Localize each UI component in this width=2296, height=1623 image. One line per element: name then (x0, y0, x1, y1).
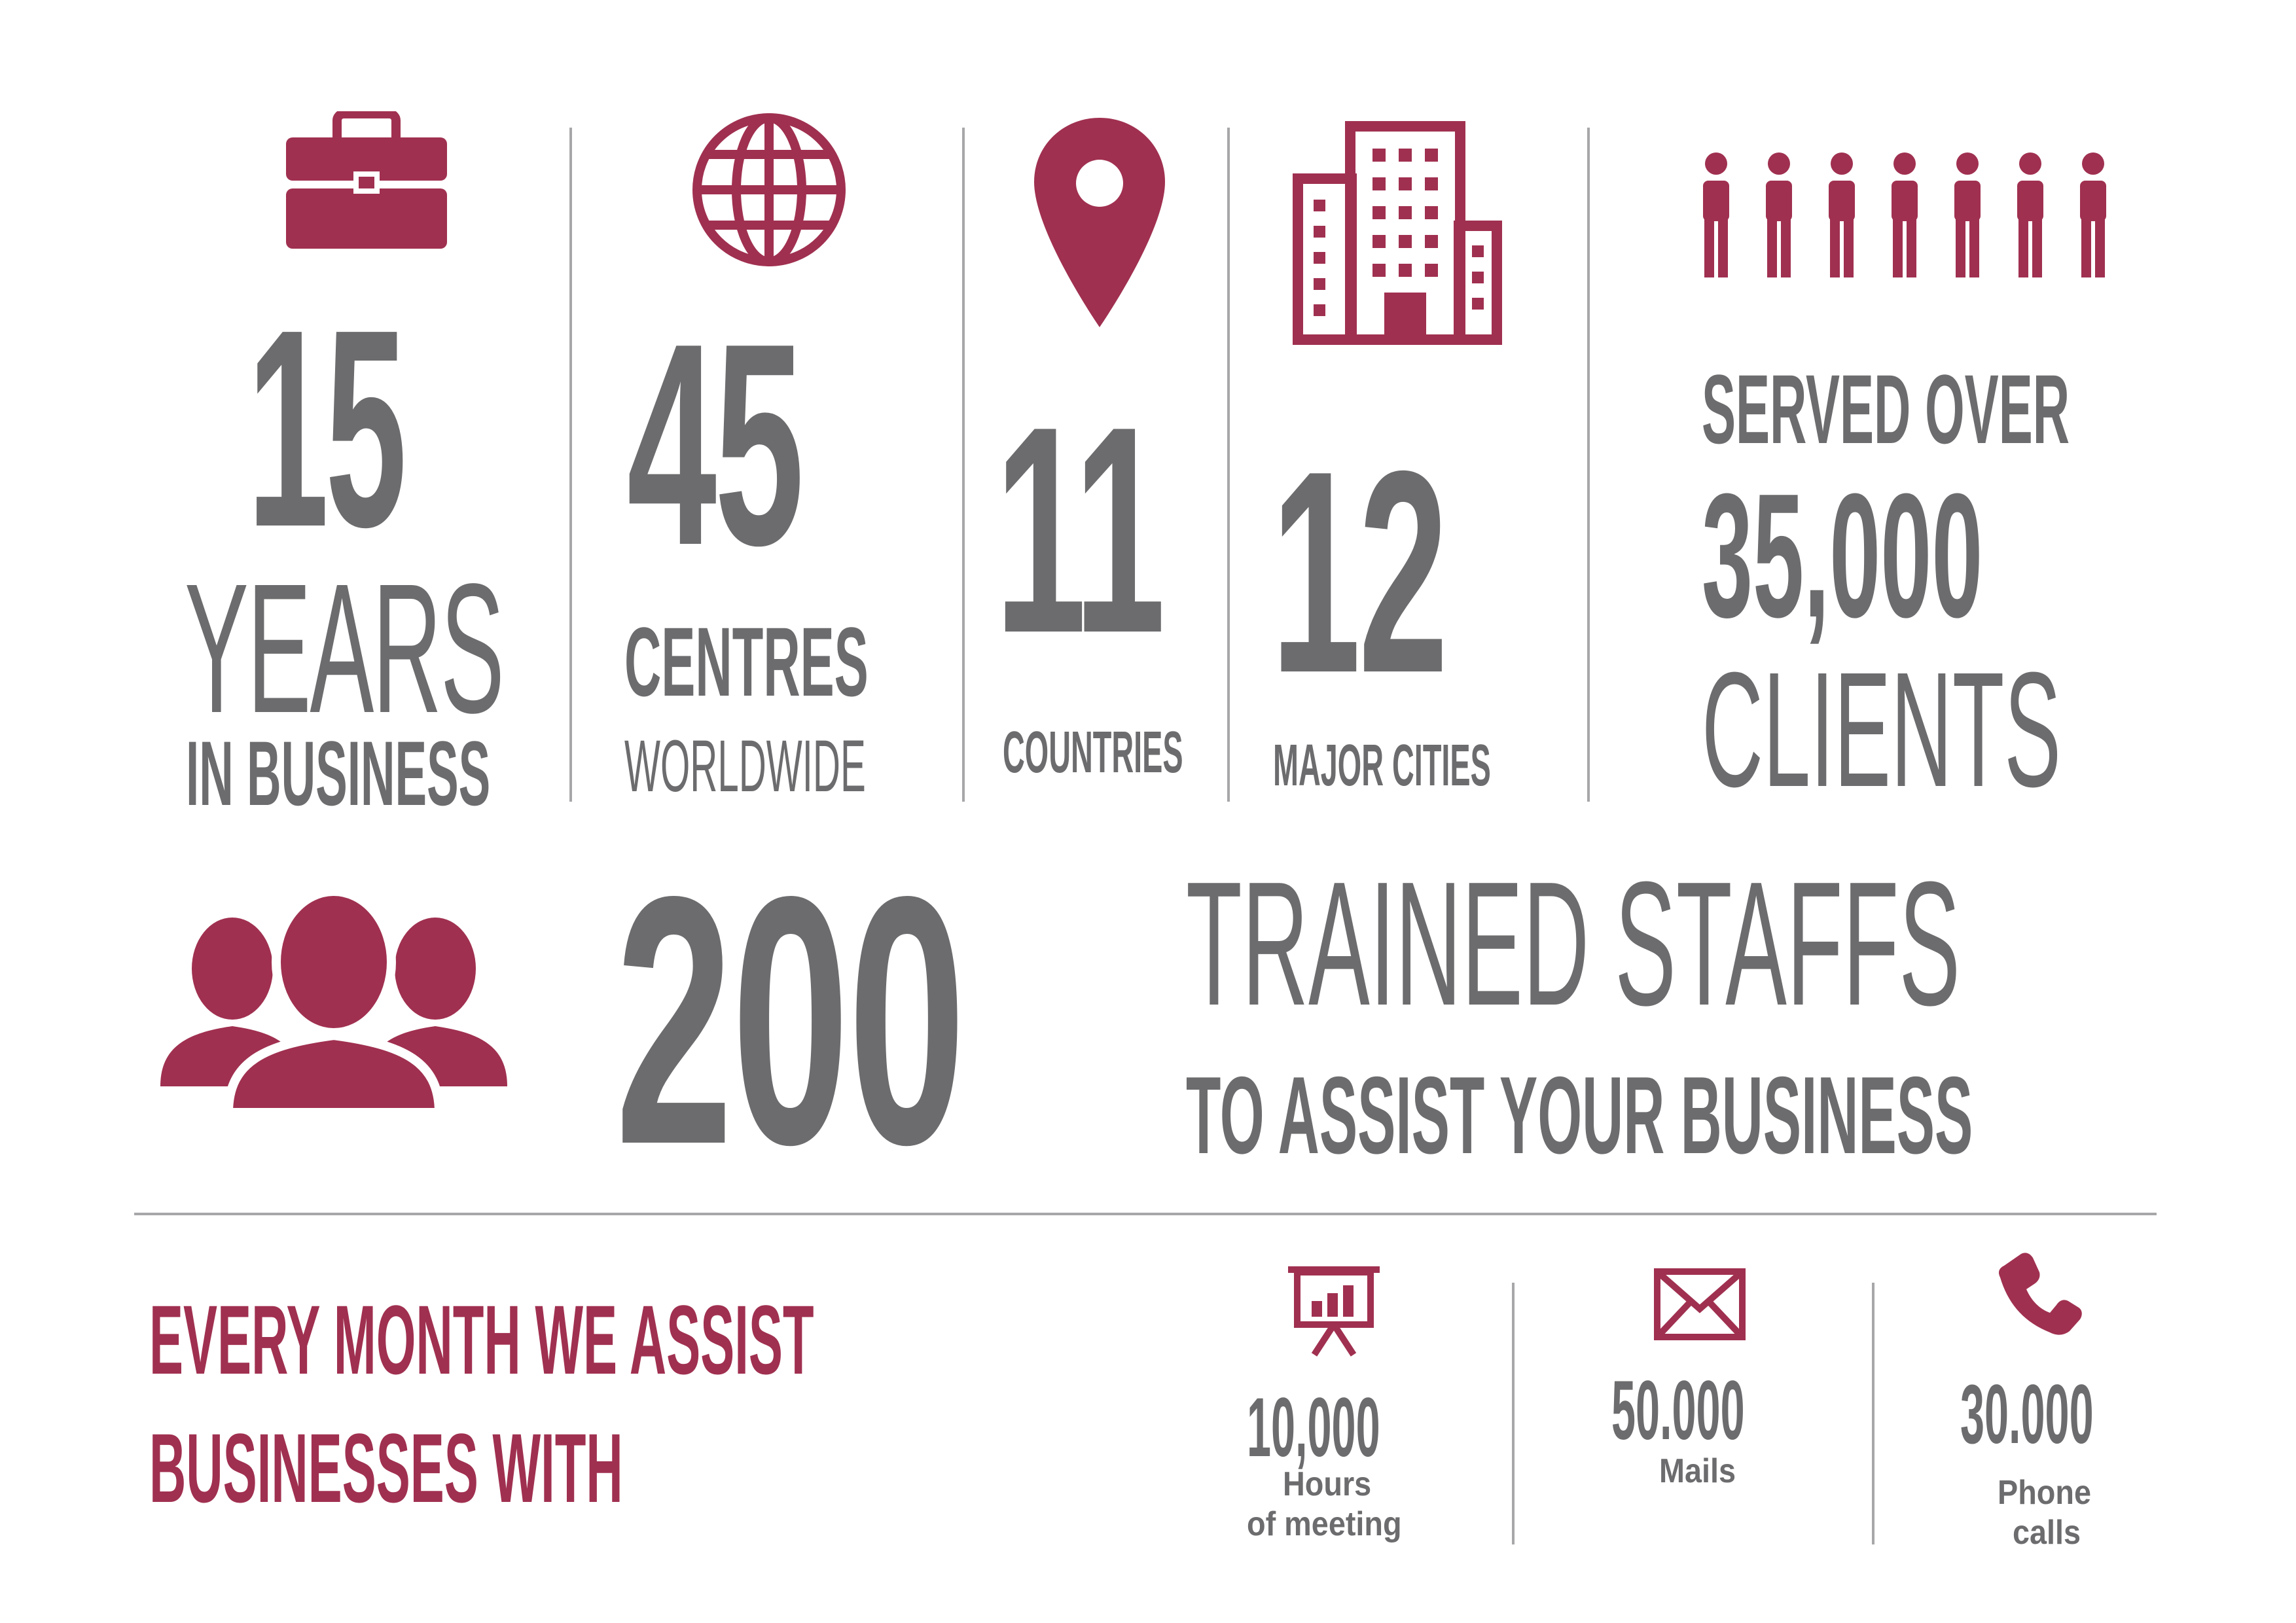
staff-headline: TRAINED STAFFS (1186, 846, 1961, 1043)
presentation-chart-icon (1288, 1263, 1380, 1359)
person-figure (1766, 152, 1792, 277)
globe-icon (691, 111, 848, 268)
meeting-label-line2: of meeting (1247, 1505, 1402, 1543)
meeting-label-line1: Hours (1283, 1465, 1372, 1503)
clients-value: 35,000 (1702, 457, 1983, 654)
monthly-heading-line2: BUSINESSES WITH (149, 1413, 623, 1523)
staff-value: 200 (615, 823, 966, 1218)
team-icon (160, 890, 507, 1113)
cities-value: 12 (1271, 412, 1448, 733)
centres-value: 45 (627, 284, 804, 605)
clients-caption: CLIENTS (1702, 638, 2062, 821)
divider (962, 128, 965, 802)
people-row-icon (1702, 151, 2127, 281)
divider (1512, 1283, 1515, 1544)
years-word: YEARS (185, 545, 505, 751)
divider (569, 128, 572, 802)
briefcase-icon (286, 111, 447, 249)
centres-caption: WORLDWIDE (624, 725, 866, 807)
phone-label-line2: calls (2013, 1514, 2081, 1552)
person-figure (1892, 152, 1918, 277)
phone-icon (1998, 1251, 2083, 1336)
mails-label-line1: Mails (1659, 1452, 1736, 1490)
divider (1872, 1283, 1874, 1544)
phone-value: 30.000 (1960, 1368, 2094, 1461)
location-pin-icon (1034, 118, 1165, 327)
countries-value: 11 (995, 366, 1166, 694)
years-caption: IN BUSINESS (186, 722, 491, 825)
meeting-value: 10,000 (1247, 1381, 1380, 1474)
countries-caption: COUNTRIES (1003, 720, 1183, 785)
centres-word: CENTRES (624, 607, 869, 717)
person-figure (2017, 152, 2043, 277)
envelope-icon (1654, 1268, 1746, 1340)
person-figure (2080, 152, 2106, 277)
divider (1587, 128, 1590, 802)
buildings-icon (1293, 121, 1502, 347)
divider (1227, 128, 1230, 802)
clients-lead: SERVED OVER (1702, 354, 2070, 464)
section-divider (134, 1213, 2157, 1215)
cities-caption: MAJOR CITIES (1273, 733, 1491, 798)
person-figure (1954, 152, 1981, 277)
person-figure (1703, 152, 1729, 277)
person-figure (1829, 152, 1855, 277)
staff-caption: TO ASSIST YOUR BUSINESS (1186, 1054, 1973, 1177)
monthly-heading-line1: EVERY MONTH WE ASSIST (149, 1285, 814, 1395)
mails-value: 50.000 (1611, 1364, 1745, 1457)
phone-label-line1: Phone (1998, 1474, 2092, 1512)
years-value: 15 (247, 272, 407, 586)
